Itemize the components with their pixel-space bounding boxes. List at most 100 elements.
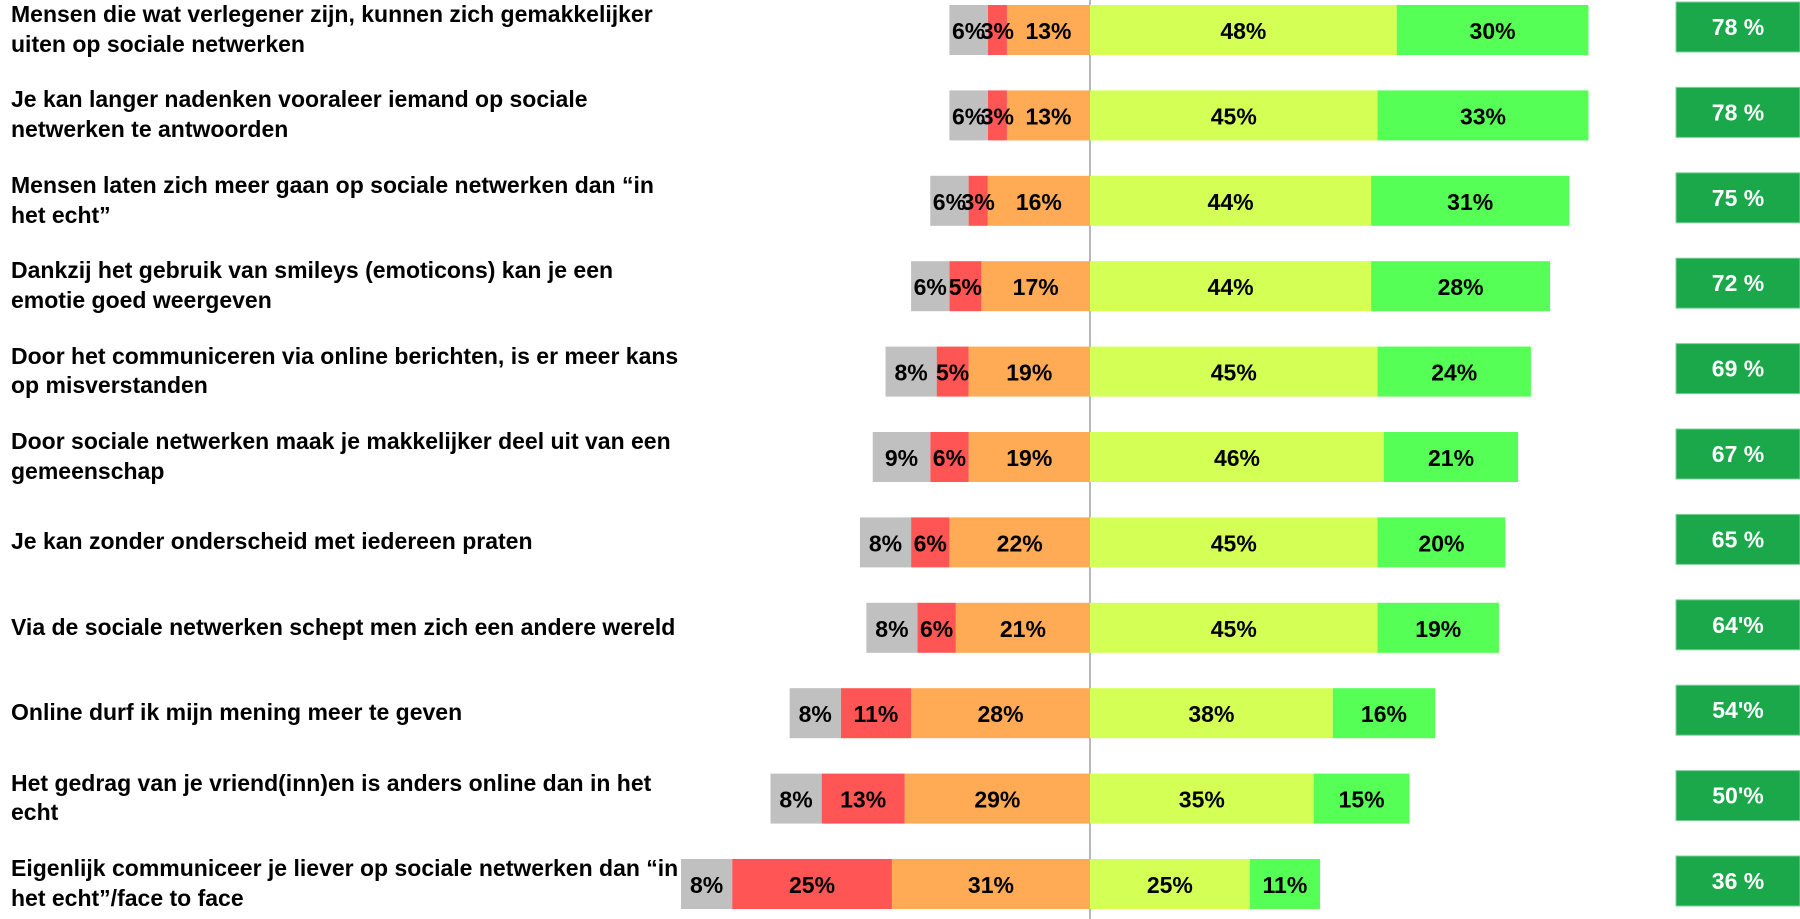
bar-segment <box>681 859 733 909</box>
bar-segment <box>911 517 950 568</box>
bar-segment <box>1383 432 1519 482</box>
data-label: 11% <box>1263 872 1308 898</box>
data-label: 35% <box>1179 787 1225 813</box>
bar-segment <box>1090 90 1378 141</box>
data-label: 6% <box>914 274 947 300</box>
total-label: 64'% <box>1712 612 1764 638</box>
total-label: 75 % <box>1712 185 1764 211</box>
data-label: 8% <box>779 787 812 813</box>
category-label: Door het communiceren via online bericht… <box>11 342 679 399</box>
bar-segment <box>821 773 905 824</box>
data-label: 5% <box>949 274 982 300</box>
data-label: 3% <box>981 103 1014 129</box>
bar-segment <box>885 346 937 397</box>
bar-segment <box>1396 5 1589 55</box>
category-label: Online durf ik mijn mening meer te geven <box>11 699 463 726</box>
data-label: 20% <box>1418 530 1464 556</box>
data-label: 44% <box>1208 189 1254 215</box>
bar-segment <box>1249 859 1321 909</box>
total-label: 36 % <box>1712 868 1764 894</box>
bar-segment <box>930 175 969 226</box>
data-label: 8% <box>869 530 902 556</box>
bar-segment <box>1006 90 1090 141</box>
data-label: 25% <box>1147 872 1193 898</box>
data-label: 33% <box>1460 103 1506 129</box>
data-label: 3% <box>981 18 1014 44</box>
data-label: 29% <box>974 787 1020 813</box>
bar-segment <box>1371 175 1570 226</box>
data-label: 24% <box>1431 360 1477 386</box>
total-box <box>1675 172 1800 224</box>
data-label: 6% <box>952 18 985 44</box>
bar-segment <box>1090 602 1378 653</box>
total-box <box>1675 599 1800 651</box>
data-label: 8% <box>799 701 832 727</box>
total-box <box>1675 428 1800 480</box>
data-label: 9% <box>885 445 918 471</box>
total-box <box>1675 1 1800 53</box>
total-label: 78 % <box>1712 99 1764 125</box>
bar-segment <box>987 5 1007 55</box>
data-label: 6% <box>914 530 947 556</box>
total-box <box>1675 684 1800 736</box>
data-label: 30% <box>1470 18 1516 44</box>
bar-segment <box>789 688 841 739</box>
total-box <box>1675 513 1800 565</box>
data-label: 6% <box>920 616 953 642</box>
bar-segment <box>911 261 950 312</box>
bar-segment <box>949 517 1090 568</box>
bar-segment <box>859 517 912 568</box>
total-label: 54'% <box>1712 697 1764 723</box>
data-label: 28% <box>978 701 1024 727</box>
data-label: 5% <box>936 360 969 386</box>
bar-segment <box>949 5 988 55</box>
data-label: 13% <box>1025 18 1071 44</box>
bar-segment <box>1377 602 1499 653</box>
category-label: Je kan zonder onderscheid met iedereen p… <box>11 528 533 555</box>
bar-segment <box>981 261 1090 312</box>
category-label: Het gedrag van je vriend(inn)en is ander… <box>11 769 652 826</box>
data-label: 31% <box>968 872 1014 898</box>
bar-segment <box>904 773 1090 824</box>
category-label: Mensen laten zich meer gaan op sociale n… <box>11 171 654 228</box>
total-label: 67 % <box>1712 441 1764 467</box>
bar-segment <box>1090 773 1314 824</box>
data-label: 45% <box>1211 616 1257 642</box>
category-label: Dankzij het gebruik van smileys (emotico… <box>11 257 614 314</box>
bar-segment <box>949 90 988 141</box>
data-label: 8% <box>875 616 908 642</box>
bar-segment <box>1006 5 1090 55</box>
category-label: Je kan langer nadenken vooraleer iemand … <box>11 86 588 143</box>
data-label: 48% <box>1220 18 1266 44</box>
bar-segment <box>1090 517 1378 568</box>
bar-segment <box>1090 5 1397 55</box>
data-label: 11% <box>854 701 899 727</box>
bar-segment <box>1090 859 1250 909</box>
total-label: 69 % <box>1712 356 1764 382</box>
bar-segment <box>1377 90 1589 141</box>
data-label: 45% <box>1211 103 1257 129</box>
data-label: 15% <box>1339 787 1385 813</box>
data-label: 6% <box>933 445 966 471</box>
data-label: 44% <box>1208 274 1254 300</box>
bar-segment <box>968 175 988 226</box>
data-label: 46% <box>1214 445 1260 471</box>
bar-segment <box>732 859 892 909</box>
bar-segment <box>866 602 918 653</box>
total-label: 65 % <box>1712 526 1764 552</box>
category-label: Mensen die wat verlegener zijn, kunnen z… <box>11 1 653 57</box>
data-label: 13% <box>840 787 886 813</box>
data-label: 8% <box>690 872 723 898</box>
bar-segment <box>1377 346 1531 397</box>
total-box <box>1675 855 1800 907</box>
bar-segment <box>968 346 1090 397</box>
data-label: 22% <box>997 530 1043 556</box>
bar-segment <box>1313 773 1410 824</box>
bar-segment <box>891 859 1090 909</box>
total-box <box>1675 770 1800 822</box>
data-label: 45% <box>1211 360 1257 386</box>
data-label: 16% <box>1016 189 1062 215</box>
category-label: Eigenlijk communiceer je liever op socia… <box>11 855 679 911</box>
